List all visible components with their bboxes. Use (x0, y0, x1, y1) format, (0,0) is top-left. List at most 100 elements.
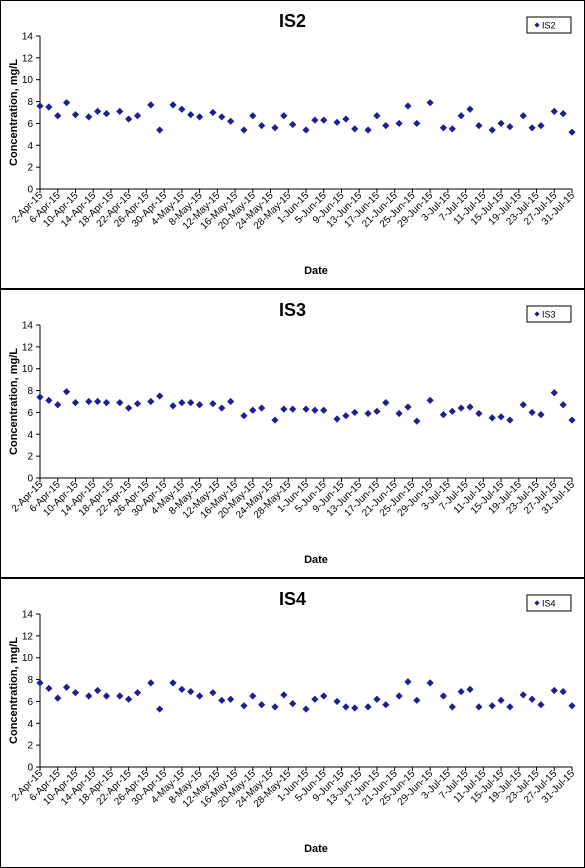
legend-box (526, 16, 572, 34)
y-tick-label: 6 (27, 697, 33, 708)
data-point (147, 101, 155, 109)
data-point (147, 397, 155, 406)
data-point (404, 403, 412, 411)
data-point (475, 703, 483, 711)
data-point (63, 99, 71, 107)
data-point (333, 697, 341, 706)
y-tick-label: 8 (27, 386, 33, 397)
data-point (395, 409, 403, 418)
data-point (209, 108, 217, 117)
data-point (85, 692, 93, 700)
data-point (116, 692, 124, 700)
y-tick-label: 10 (22, 75, 34, 86)
y-tick-label: 14 (22, 32, 34, 43)
data-point (404, 678, 412, 686)
legend: IS2 (526, 16, 572, 34)
data-point (550, 107, 558, 116)
y-axis-title: Concentration, mg/L (8, 637, 20, 744)
y-tick-label: 6 (27, 408, 33, 419)
chart-border (0, 289, 585, 578)
data-point (497, 119, 505, 128)
y-tick-label: 4 (27, 719, 33, 730)
data-point (196, 113, 204, 121)
data-point (125, 695, 133, 703)
data-point (45, 103, 53, 111)
data-point (178, 105, 186, 113)
legend: IS4 (526, 594, 572, 612)
data-point (187, 111, 195, 119)
data-point (466, 105, 474, 113)
data-point (519, 401, 527, 409)
data-point (528, 695, 536, 703)
y-tick-label: 10 (22, 653, 34, 664)
data-point (475, 122, 483, 130)
data-point (169, 402, 177, 410)
data-point (426, 396, 434, 405)
data-point (116, 107, 124, 116)
data-point (54, 401, 62, 409)
data-point (439, 124, 448, 132)
data-point (63, 683, 71, 691)
chart-border (0, 0, 585, 289)
chart-panel-is4: IS4024681012142-Apr-156-Apr-1510-Apr-151… (0, 578, 585, 868)
data-point (519, 691, 527, 699)
legend-marker (534, 311, 540, 317)
legend-label: IS3 (542, 310, 556, 320)
y-tick-label: 2 (27, 163, 33, 174)
chart-panel-is2: IS2024681012142-Apr-156-Apr-1510-Apr-151… (0, 0, 585, 289)
y-tick-label: 8 (27, 97, 33, 108)
data-point (85, 113, 93, 121)
data-point (342, 703, 350, 711)
x-axis-title: Date (304, 265, 328, 277)
data-point (94, 397, 102, 406)
legend-marker (534, 22, 540, 28)
y-tick-label: 2 (27, 452, 33, 463)
data-point (102, 692, 111, 700)
data-point (559, 109, 567, 118)
data-point (413, 119, 421, 128)
data-point (249, 112, 257, 120)
y-tick-label: 12 (22, 53, 34, 64)
data-point (497, 413, 505, 421)
data-point (568, 128, 576, 136)
y-tick-label: 14 (22, 321, 34, 332)
data-point (156, 126, 164, 134)
y-tick-label: 10 (22, 364, 34, 375)
x-axis-title: Date (304, 843, 328, 855)
data-point (333, 118, 341, 126)
data-point (36, 102, 44, 110)
data-point (85, 397, 93, 406)
data-point (426, 99, 434, 107)
legend-box (526, 305, 572, 323)
legend-label: IS4 (542, 599, 556, 609)
data-point (320, 692, 328, 700)
y-tick-label: 0 (27, 474, 33, 485)
data-point (364, 126, 372, 134)
data-point (519, 112, 527, 120)
data-point (311, 406, 319, 414)
y-tick-label: 6 (27, 119, 33, 130)
data-point (249, 406, 257, 414)
data-point (351, 704, 359, 712)
data-point (364, 409, 372, 418)
data-point (54, 112, 62, 120)
data-point (404, 102, 412, 110)
data-point (196, 692, 204, 700)
chart-title: IS2 (279, 11, 306, 31)
data-point (94, 686, 102, 695)
data-point (249, 692, 257, 700)
legend-box (526, 594, 572, 612)
data-point (102, 109, 111, 118)
data-point (373, 695, 381, 703)
data-point (342, 412, 350, 420)
y-tick-label: 14 (22, 610, 34, 621)
y-tick-label: 2 (27, 741, 33, 752)
data-point (240, 702, 248, 710)
data-point (302, 126, 310, 134)
data-point (351, 125, 359, 133)
data-point (71, 689, 80, 697)
y-tick-label: 0 (27, 763, 33, 774)
data-point (426, 679, 434, 687)
data-point (258, 122, 266, 130)
